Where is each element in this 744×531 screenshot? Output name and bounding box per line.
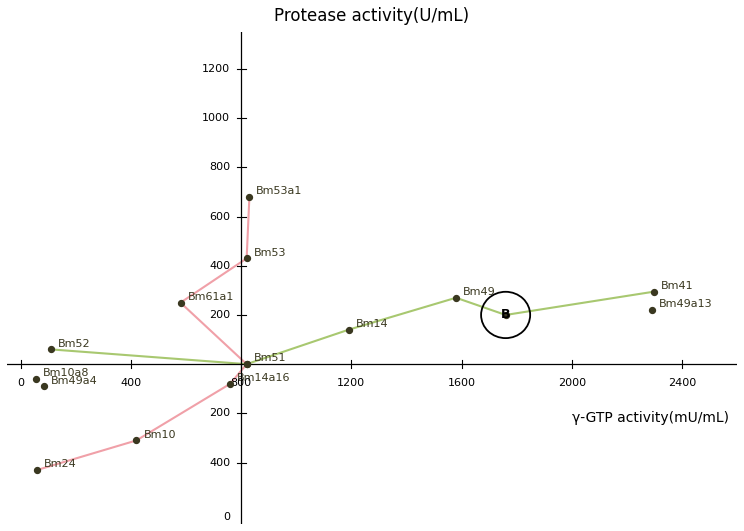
Point xyxy=(45,345,57,354)
Text: 200: 200 xyxy=(209,408,230,418)
Text: Bm41: Bm41 xyxy=(661,281,694,291)
Text: 1000: 1000 xyxy=(202,113,230,123)
Point xyxy=(31,466,43,474)
Point xyxy=(241,360,253,369)
Text: Bm10a8: Bm10a8 xyxy=(43,368,89,378)
Point xyxy=(224,380,236,388)
Text: 2000: 2000 xyxy=(558,378,586,388)
Text: 600: 600 xyxy=(209,211,230,221)
Text: 2400: 2400 xyxy=(668,378,696,388)
Point xyxy=(241,254,253,263)
Text: 400: 400 xyxy=(209,261,230,271)
Text: 400: 400 xyxy=(121,378,141,388)
Text: B: B xyxy=(501,309,510,321)
Text: Bm49: Bm49 xyxy=(463,287,496,297)
Text: 0: 0 xyxy=(17,378,25,388)
Point xyxy=(30,375,42,383)
Text: 1200: 1200 xyxy=(337,378,365,388)
Text: 1600: 1600 xyxy=(448,378,475,388)
Text: Bm10: Bm10 xyxy=(144,430,176,440)
Text: Bm49a4: Bm49a4 xyxy=(51,375,97,386)
Text: Bm53a1: Bm53a1 xyxy=(257,186,303,196)
Point xyxy=(38,382,50,390)
Text: 0: 0 xyxy=(223,512,230,521)
Text: Bm52: Bm52 xyxy=(58,339,91,349)
Point xyxy=(500,311,512,319)
Point xyxy=(243,193,255,201)
Point xyxy=(649,287,661,296)
Text: Bm51: Bm51 xyxy=(254,353,286,363)
Point xyxy=(241,360,253,369)
Point xyxy=(175,298,187,307)
Title: Protease activity(U/mL): Protease activity(U/mL) xyxy=(275,7,469,25)
Text: Bm61a1: Bm61a1 xyxy=(187,292,234,302)
Text: 800: 800 xyxy=(209,162,230,173)
Point xyxy=(450,294,462,302)
Text: Bm14a16: Bm14a16 xyxy=(237,373,291,383)
Text: Bm49a13: Bm49a13 xyxy=(658,299,712,309)
Text: 400: 400 xyxy=(209,458,230,468)
Text: Bm24: Bm24 xyxy=(44,459,77,469)
Point xyxy=(130,436,142,444)
Text: 800: 800 xyxy=(231,378,251,388)
Text: Bm14: Bm14 xyxy=(356,319,388,329)
Text: 200: 200 xyxy=(209,310,230,320)
Text: Bm53: Bm53 xyxy=(254,247,286,258)
Point xyxy=(343,326,355,334)
Point xyxy=(646,306,658,314)
Text: 1200: 1200 xyxy=(202,64,230,74)
Text: γ-GTP activity(mU/mL): γ-GTP activity(mU/mL) xyxy=(572,412,729,425)
